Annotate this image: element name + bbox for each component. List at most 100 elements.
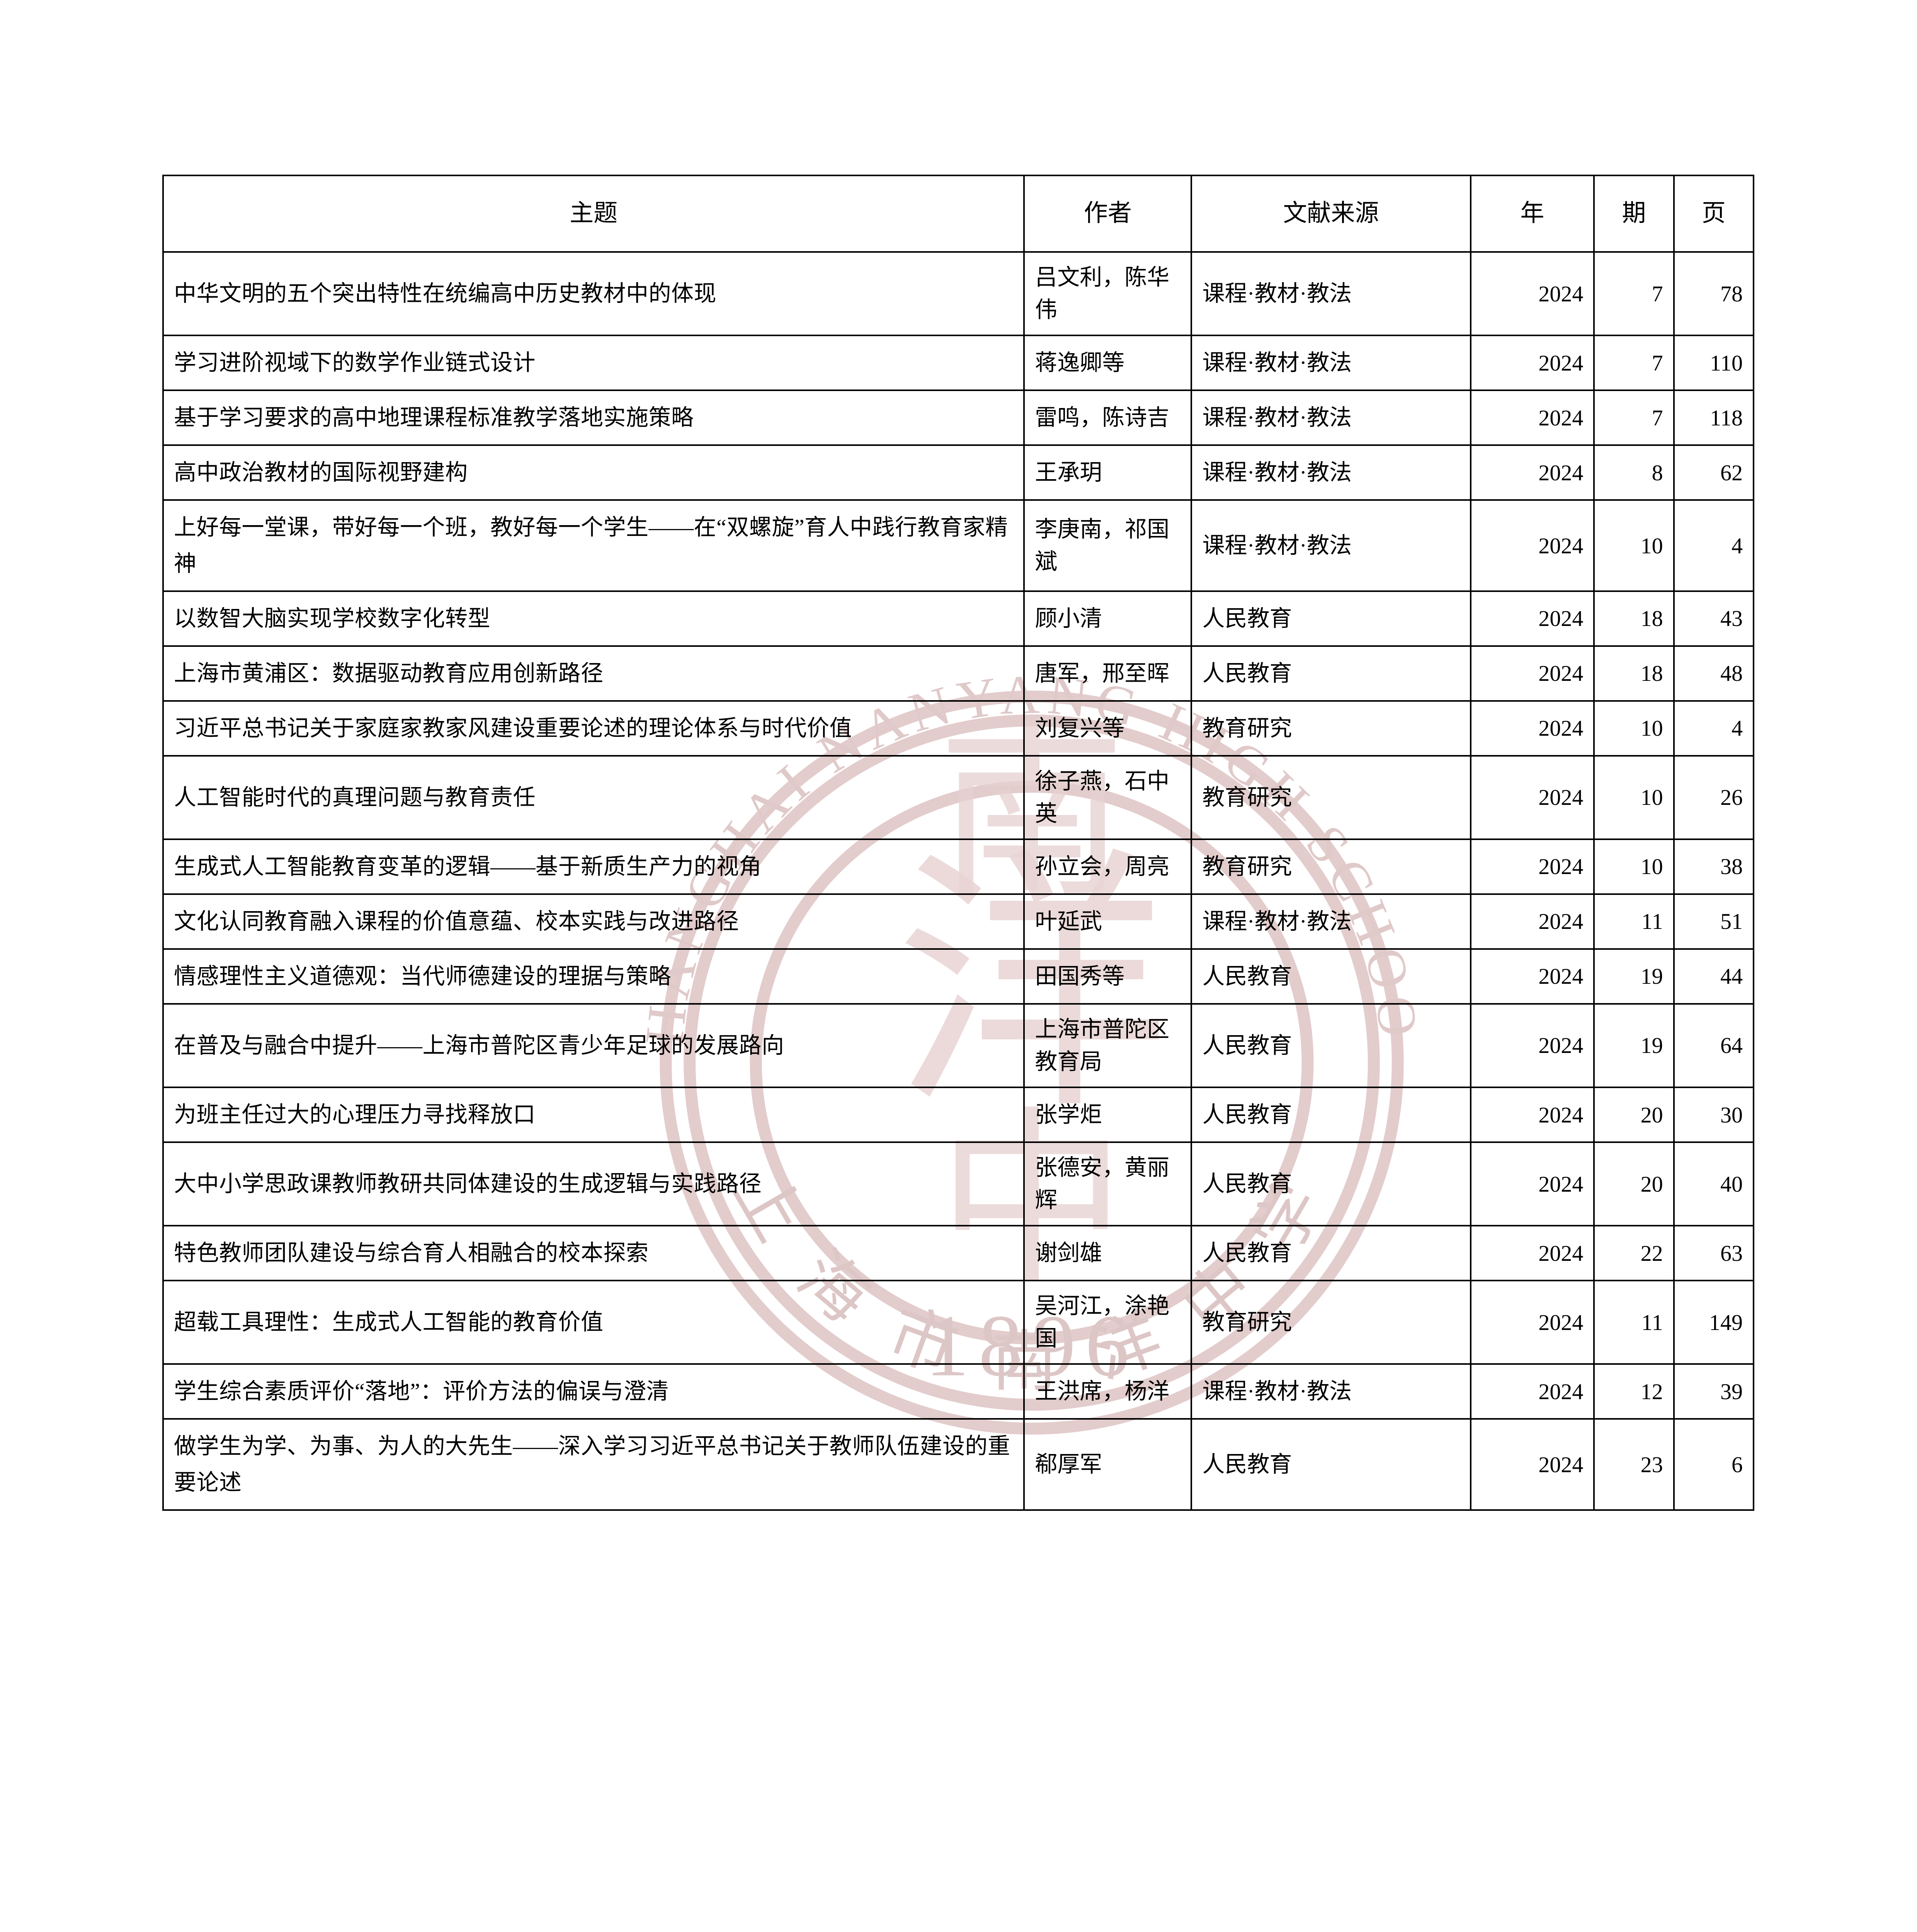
cell-issue: 7 (1593, 389, 1675, 446)
table-row: 上好每一堂课，带好每一个班，教好每一个学生——在“双螺旋”育人中践行教育家精神李… (162, 499, 1755, 592)
cell-year: 2024 (1470, 1280, 1595, 1365)
header-row: 主题 作者 文献来源 年 期 页 (162, 175, 1755, 253)
cell-issue: 23 (1593, 1418, 1675, 1511)
cell-author: 郗厚军 (1023, 1418, 1192, 1511)
cell-year: 2024 (1470, 838, 1595, 895)
cell-page: 44 (1673, 948, 1755, 1005)
cell-year: 2024 (1470, 645, 1595, 702)
cell-issue: 20 (1593, 1141, 1675, 1227)
cell-issue: 10 (1593, 700, 1675, 757)
cell-year: 2024 (1470, 444, 1595, 501)
cell-topic: 学生综合素质评价“落地”：评价方法的偏误与澄清 (162, 1363, 1025, 1420)
cell-source: 人民教育 (1191, 1225, 1471, 1282)
cell-source: 课程·教材·教法 (1191, 444, 1471, 501)
cell-page: 40 (1673, 1141, 1755, 1227)
cell-page: 39 (1673, 1363, 1755, 1420)
cell-author: 上海市普陀区教育局 (1023, 1003, 1192, 1088)
cell-issue: 18 (1593, 645, 1675, 702)
cell-source: 课程·教材·教法 (1191, 893, 1471, 950)
cell-issue: 12 (1593, 1363, 1675, 1420)
header-topic: 主题 (162, 175, 1025, 253)
cell-source: 教育研究 (1191, 1280, 1471, 1365)
cell-year: 2024 (1470, 1225, 1595, 1282)
cell-page: 43 (1673, 590, 1755, 647)
cell-topic: 特色教师团队建设与综合育人相融合的校本探索 (162, 1225, 1025, 1282)
cell-page: 62 (1673, 444, 1755, 501)
table-row: 情感理性主义道德观：当代师德建设的理据与策略 田国秀等 人民教育 2024 19 44 (162, 948, 1755, 1005)
cell-author: 叶延武 (1023, 893, 1192, 950)
cell-issue: 11 (1593, 1280, 1675, 1365)
cell-source: 人民教育 (1191, 948, 1471, 1005)
cell-page: 78 (1673, 251, 1755, 337)
cell-page: 63 (1673, 1225, 1755, 1282)
cell-author: 唐军，邢至晖 (1023, 645, 1192, 702)
cell-issue: 11 (1593, 893, 1675, 950)
cell-author: 蒋逸卿等 (1023, 335, 1192, 391)
table-row: 为班主任过大的心理压力寻找释放口 张学炬 人民教育 2024 20 30 (162, 1087, 1755, 1143)
cell-year: 2024 (1470, 1363, 1595, 1420)
cell-source: 人民教育 (1191, 1418, 1471, 1511)
cell-topic: 中华文明的五个突出特性在统编高中历史教材中的体现 (162, 251, 1025, 337)
cell-year: 2024 (1470, 1141, 1595, 1227)
table-row: 人工智能时代的真理问题与教育责任 徐子燕，石中英 教育研究 2024 10 26 (162, 755, 1755, 840)
cell-year: 2024 (1470, 590, 1595, 647)
cell-author: 刘复兴等 (1023, 700, 1192, 757)
table-body: 中华文明的五个突出特性在统编高中历史教材中的体现 吕文利，陈华伟 课程·教材·教法 2… (162, 251, 1755, 1511)
cell-page: 110 (1673, 335, 1755, 391)
cell-issue: 22 (1593, 1225, 1675, 1282)
cell-topic: 上好每一堂课，带好每一个班，教好每一个学生——在“双螺旋”育人中践行教育家精神 (162, 499, 1025, 592)
cell-author: 吕文利，陈华伟 (1023, 251, 1192, 337)
cell-topic: 上海市黄浦区：数据驱动教育应用创新路径 (162, 645, 1025, 702)
cell-source: 课程·教材·教法 (1191, 335, 1471, 391)
table-row: 高中政治教材的国际视野建构 王承玥 课程·教材·教法 2024 8 62 (162, 444, 1755, 501)
cell-source: 人民教育 (1191, 1003, 1471, 1088)
table-row: 以数智大脑实现学校数字化转型 顾小清 人民教育 2024 18 43 (162, 590, 1755, 647)
cell-author: 吴河江，涂艳国 (1023, 1280, 1192, 1365)
cell-author: 王洪席，杨洋 (1023, 1363, 1192, 1420)
cell-source: 课程·教材·教法 (1191, 1363, 1471, 1420)
header-source: 文献来源 (1191, 175, 1471, 253)
cell-issue: 7 (1593, 335, 1675, 391)
cell-author: 雷鸣，陈诗吉 (1023, 389, 1192, 446)
cell-issue: 18 (1593, 590, 1675, 647)
table-row: 做学生为学、为事、为人的大先生——深入学习习近平总书记关于教师队伍建设的重要论述… (162, 1418, 1755, 1511)
cell-topic: 基于学习要求的高中地理课程标准教学落地实施策略 (162, 389, 1025, 446)
cell-author: 田国秀等 (1023, 948, 1192, 1005)
cell-page: 26 (1673, 755, 1755, 840)
cell-issue: 10 (1593, 838, 1675, 895)
cell-source: 教育研究 (1191, 838, 1471, 895)
cell-topic: 高中政治教材的国际视野建构 (162, 444, 1025, 501)
cell-source: 人民教育 (1191, 1141, 1471, 1227)
table-row: 基于学习要求的高中地理课程标准教学落地实施策略 雷鸣，陈诗吉 课程·教材·教法 202… (162, 389, 1755, 446)
cell-page: 6 (1673, 1418, 1755, 1511)
bibliography-table: 主题 作者 文献来源 年 期 页 中华文明的五个突出特性在统编高中历史教材中的体… (162, 175, 1755, 1511)
cell-author: 张学炬 (1023, 1087, 1192, 1143)
cell-author: 徐子燕，石中英 (1023, 755, 1192, 840)
cell-page: 4 (1673, 499, 1755, 592)
cell-topic: 生成式人工智能教育变革的逻辑——基于新质生产力的视角 (162, 838, 1025, 895)
cell-source: 课程·教材·教法 (1191, 499, 1471, 592)
cell-source: 人民教育 (1191, 645, 1471, 702)
cell-year: 2024 (1470, 893, 1595, 950)
cell-issue: 20 (1593, 1087, 1675, 1143)
cell-author: 王承玥 (1023, 444, 1192, 501)
cell-author: 李庚南，祁国斌 (1023, 499, 1192, 592)
table-row: 学生综合素质评价“落地”：评价方法的偏误与澄清 王洪席，杨洋 课程·教材·教法 202… (162, 1363, 1755, 1420)
cell-year: 2024 (1470, 389, 1595, 446)
header-author: 作者 (1023, 175, 1192, 253)
table-row: 上海市黄浦区：数据驱动教育应用创新路径 唐军，邢至晖 人民教育 2024 18 48 (162, 645, 1755, 702)
cell-topic: 学习进阶视域下的数学作业链式设计 (162, 335, 1025, 391)
cell-page: 149 (1673, 1280, 1755, 1365)
cell-year: 2024 (1470, 499, 1595, 592)
header-issue: 期 (1593, 175, 1675, 253)
cell-issue: 19 (1593, 1003, 1675, 1088)
cell-year: 2024 (1470, 1003, 1595, 1088)
cell-page: 30 (1673, 1087, 1755, 1143)
cell-page: 64 (1673, 1003, 1755, 1088)
cell-topic: 文化认同教育融入课程的价值意蕴、校本实践与改进路径 (162, 893, 1025, 950)
cell-year: 2024 (1470, 755, 1595, 840)
cell-page: 4 (1673, 700, 1755, 757)
cell-issue: 10 (1593, 755, 1675, 840)
cell-topic: 习近平总书记关于家庭家教家风建设重要论述的理论体系与时代价值 (162, 700, 1025, 757)
